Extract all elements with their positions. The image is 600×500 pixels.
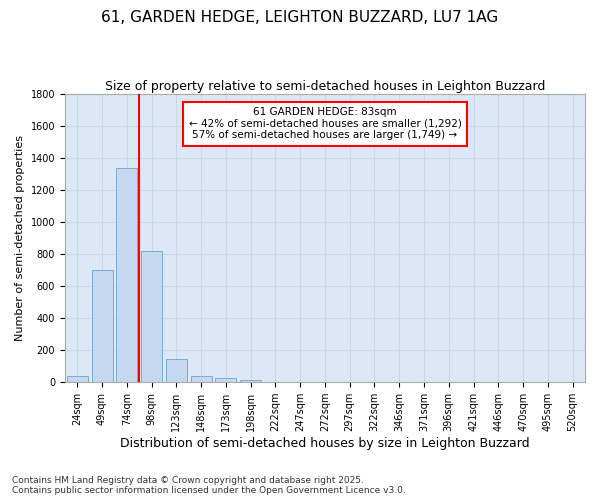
- Text: 61 GARDEN HEDGE: 83sqm
← 42% of semi-detached houses are smaller (1,292)
57% of : 61 GARDEN HEDGE: 83sqm ← 42% of semi-det…: [188, 107, 461, 140]
- Bar: [166, 359, 187, 382]
- Text: 61, GARDEN HEDGE, LEIGHTON BUZZARD, LU7 1AG: 61, GARDEN HEDGE, LEIGHTON BUZZARD, LU7 …: [101, 10, 499, 25]
- X-axis label: Distribution of semi-detached houses by size in Leighton Buzzard: Distribution of semi-detached houses by …: [120, 437, 530, 450]
- Bar: [141, 251, 162, 382]
- Bar: [191, 376, 212, 382]
- Y-axis label: Number of semi-detached properties: Number of semi-detached properties: [15, 135, 25, 341]
- Title: Size of property relative to semi-detached houses in Leighton Buzzard: Size of property relative to semi-detach…: [105, 80, 545, 93]
- Bar: [215, 378, 236, 382]
- Bar: [67, 376, 88, 382]
- Bar: [240, 380, 261, 382]
- Text: Contains HM Land Registry data © Crown copyright and database right 2025.
Contai: Contains HM Land Registry data © Crown c…: [12, 476, 406, 495]
- Bar: [92, 270, 113, 382]
- Bar: [116, 168, 137, 382]
